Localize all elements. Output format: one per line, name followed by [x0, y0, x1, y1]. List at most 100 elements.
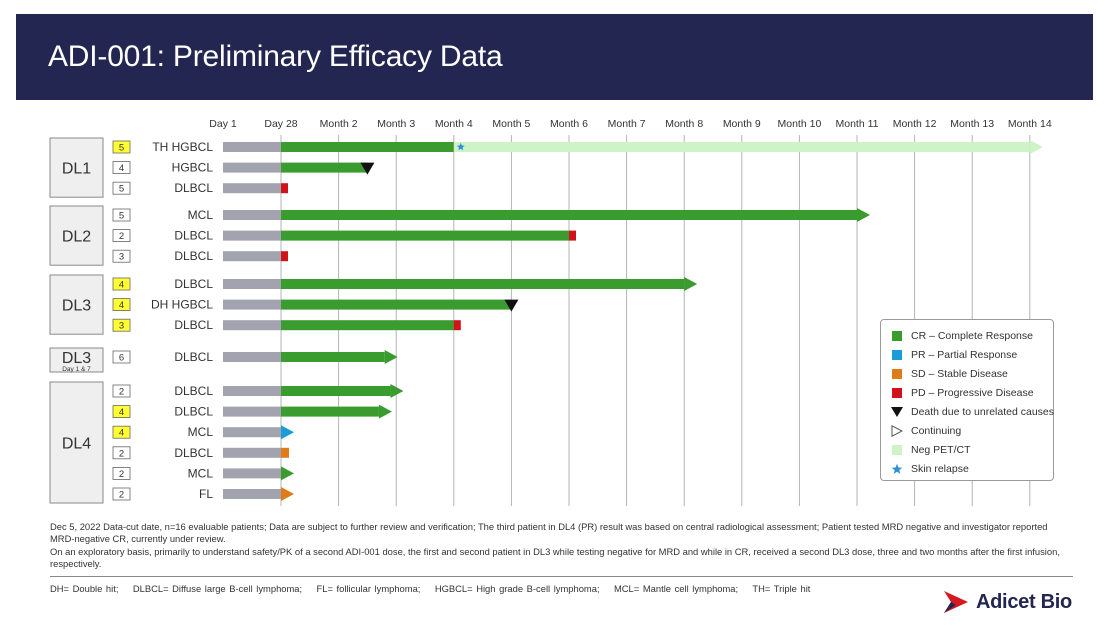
dose-group-box — [49, 205, 104, 266]
response-bar-cr — [281, 299, 512, 310]
lead-in-bar — [223, 447, 281, 458]
score-box — [112, 350, 131, 364]
legend-item-death: Death due to unrelated causes — [891, 402, 1054, 421]
chart-legend: CR – Complete Response PR – Partial Respo… — [880, 319, 1054, 481]
footnote-line-1: Dec 5, 2022 Data-cut date, n=16 evaluabl… — [50, 521, 1048, 545]
legend-item-cr: CR – Complete Response — [891, 326, 1053, 345]
lead-in-bar — [223, 230, 281, 241]
score-box — [112, 384, 131, 398]
response-bar-cr — [281, 162, 368, 173]
lead-in-bar — [223, 251, 281, 262]
response-bar-cr — [281, 406, 379, 417]
x-tick-label: Month 3 — [377, 118, 415, 130]
score-box — [112, 249, 131, 263]
legend-symbol-square-icon — [891, 444, 903, 456]
dose-group-label: DL4 — [62, 436, 91, 453]
dose-group-label: DL1 — [62, 161, 91, 178]
dose-group-label: DL2 — [62, 229, 91, 246]
divider — [50, 576, 1073, 577]
patient-bars — [223, 140, 1043, 501]
legend-label: Neg PET/CT — [911, 443, 971, 456]
progressive-disease-marker — [453, 320, 461, 331]
score-box — [112, 405, 131, 419]
death-marker — [360, 162, 375, 175]
diagnosis-label: DLBCL — [174, 350, 213, 364]
legend-label: PR – Partial Response — [911, 348, 1018, 361]
diagnosis-label: DLBCL — [174, 249, 213, 263]
legend-label: Skin relapse — [911, 462, 969, 475]
x-tick-label: Month 8 — [665, 118, 703, 130]
score-value: 2 — [119, 231, 124, 242]
lead-in-bar — [223, 210, 281, 220]
score-value: 4 — [119, 428, 124, 439]
continuing-arrow — [684, 277, 698, 291]
score-value: 5 — [119, 211, 124, 222]
lead-in-bar — [223, 183, 281, 194]
score-box — [112, 208, 131, 222]
progressive-disease-marker — [281, 183, 288, 194]
diagnosis-label: HGBCL — [172, 161, 214, 175]
legend-label: PD – Progressive Disease — [911, 386, 1034, 399]
diagnosis-label: MCL — [188, 466, 214, 480]
continuing-arrow — [281, 425, 294, 440]
death-marker — [504, 299, 519, 312]
response-bar-cr — [281, 210, 857, 220]
score-box — [112, 318, 131, 332]
skin-relapse-marker — [456, 142, 465, 151]
score-box — [112, 229, 131, 243]
score-box — [112, 161, 131, 175]
score-value: 4 — [119, 280, 124, 291]
x-tick-label: Month 2 — [320, 118, 358, 130]
lead-in-bar — [223, 352, 281, 362]
patient-row-labels: 5 TH HGBCL 4 HGBCL 5 DLBCL 5 MCL 2 DLBCL 3 DLBCL 4 DL… — [112, 140, 214, 501]
continuing-arrow — [390, 384, 404, 398]
footnote-line-2: On an exploratory basis, primarily to un… — [50, 545, 1060, 570]
company-logo: Adicet Bio — [942, 589, 1072, 615]
score-value: 2 — [119, 448, 124, 459]
dose-group-label: DL3 — [62, 350, 91, 367]
dose-group-box — [49, 381, 104, 504]
dose-group-label: DL3 — [62, 298, 91, 315]
continuing-arrow — [384, 350, 398, 364]
diagnosis-label: DLBCL — [174, 229, 213, 243]
diagnosis-label: MCL — [188, 425, 214, 439]
diagnosis-label: MCL — [188, 208, 214, 222]
diagnosis-label: DLBCL — [174, 446, 213, 460]
score-box — [112, 277, 131, 291]
score-value: 4 — [119, 300, 124, 311]
diagnosis-label: DLBCL — [174, 405, 213, 419]
page-title: ADI-001: Preliminary Efficacy Data — [48, 40, 503, 73]
response-bar-cr — [281, 230, 569, 241]
title-banner: ADI-001: Preliminary Efficacy Data — [16, 14, 1093, 100]
dose-group-box — [49, 137, 104, 198]
legend-symbol-square-icon — [891, 387, 903, 399]
logo-text: Adicet Bio — [976, 590, 1072, 613]
x-tick-label: Day 1 — [209, 118, 237, 130]
lead-in-bar — [223, 406, 281, 417]
score-box — [112, 181, 131, 195]
legend-symbol-square-icon — [891, 368, 903, 380]
legend-item-pr: PR – Partial Response — [891, 345, 1053, 364]
legend-label: SD – Stable Disease — [911, 367, 1008, 380]
response-bar-cr — [281, 386, 391, 396]
x-tick-label: Month 5 — [492, 118, 530, 130]
adicet-logo-icon — [944, 591, 968, 613]
legend-symbol-triangle-right-open-icon — [891, 424, 903, 437]
legend-item-sd: SD – Stable Disease — [891, 364, 1053, 383]
score-value: 4 — [119, 407, 124, 418]
diagnosis-label: DLBCL — [174, 181, 213, 195]
score-box — [112, 298, 131, 312]
score-box — [112, 487, 131, 501]
legend-label: Continuing — [911, 424, 962, 437]
x-tick-label: Month 4 — [435, 118, 473, 130]
x-tick-label: Month 10 — [778, 118, 822, 130]
response-bar-cr — [281, 142, 454, 152]
continuing-arrow — [281, 487, 294, 501]
dose-group-box — [49, 347, 104, 373]
lead-in-bar — [223, 489, 281, 499]
continuing-arrow — [1029, 140, 1043, 154]
score-value: 2 — [119, 387, 124, 398]
diagnosis-label: DLBCL — [174, 318, 213, 332]
